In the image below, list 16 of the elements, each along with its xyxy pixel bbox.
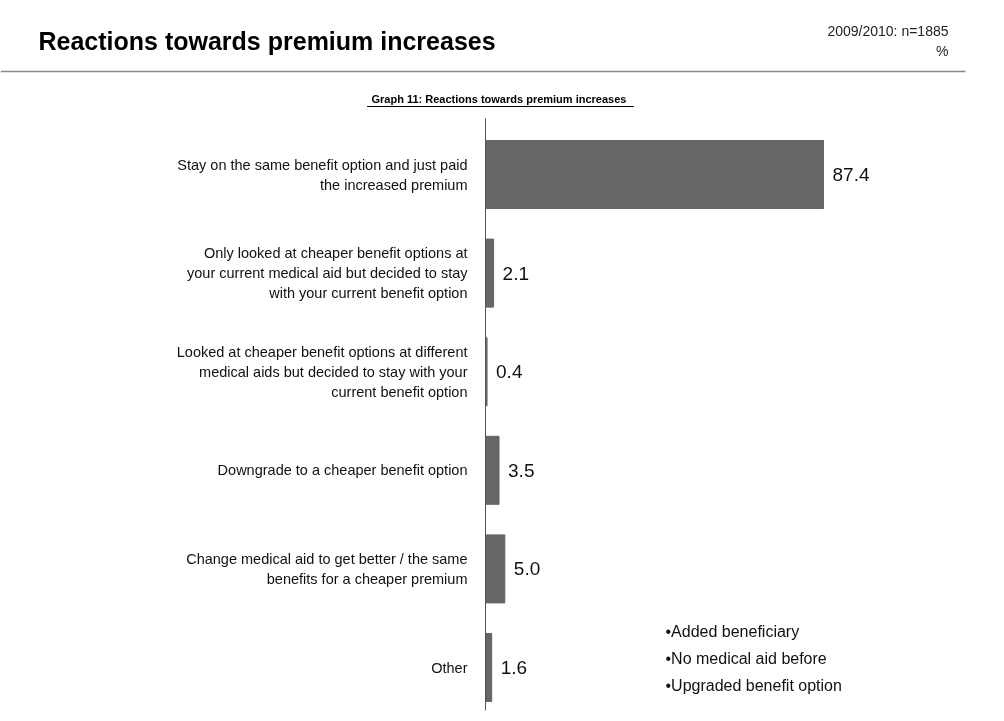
y-tick-label: Stay on the same benefit option and just paid the increased premium — [177, 156, 468, 193]
annotation: •Added beneficiary •No medical aid before •Upgraded benefit option — [665, 622, 842, 694]
y-tick-label: Other — [431, 659, 468, 676]
y-tick-label: Only looked at cheaper benefit options at your current medical aid but decided to stay with your current benefit option — [187, 245, 469, 302]
text: 2009/2010: n=1885 % — [827, 22, 949, 59]
data-label: 87.4 — [832, 164, 870, 185]
y-tick-label: Looked at cheaper benefit options at different medical aids but decided to stay with your current benefit option — [176, 343, 468, 400]
y-tick-label: Change medical aid to get better / the same benefits for a cheaper premium — [186, 550, 468, 587]
data-label: 3.5 — [508, 459, 535, 481]
y-tick-label: Downgrade to a cheaper benefit option — [217, 462, 468, 479]
data-label: 5.0 — [513, 558, 541, 580]
chart-subtitle: Graph 11: Reactions towards premium increases — [371, 92, 627, 105]
data-label: 2.1 — [502, 262, 530, 284]
data-label: 1.6 — [500, 657, 528, 678]
text: Reactions towards premium increases — [38, 26, 496, 55]
data-label: 0.4 — [496, 361, 523, 383]
